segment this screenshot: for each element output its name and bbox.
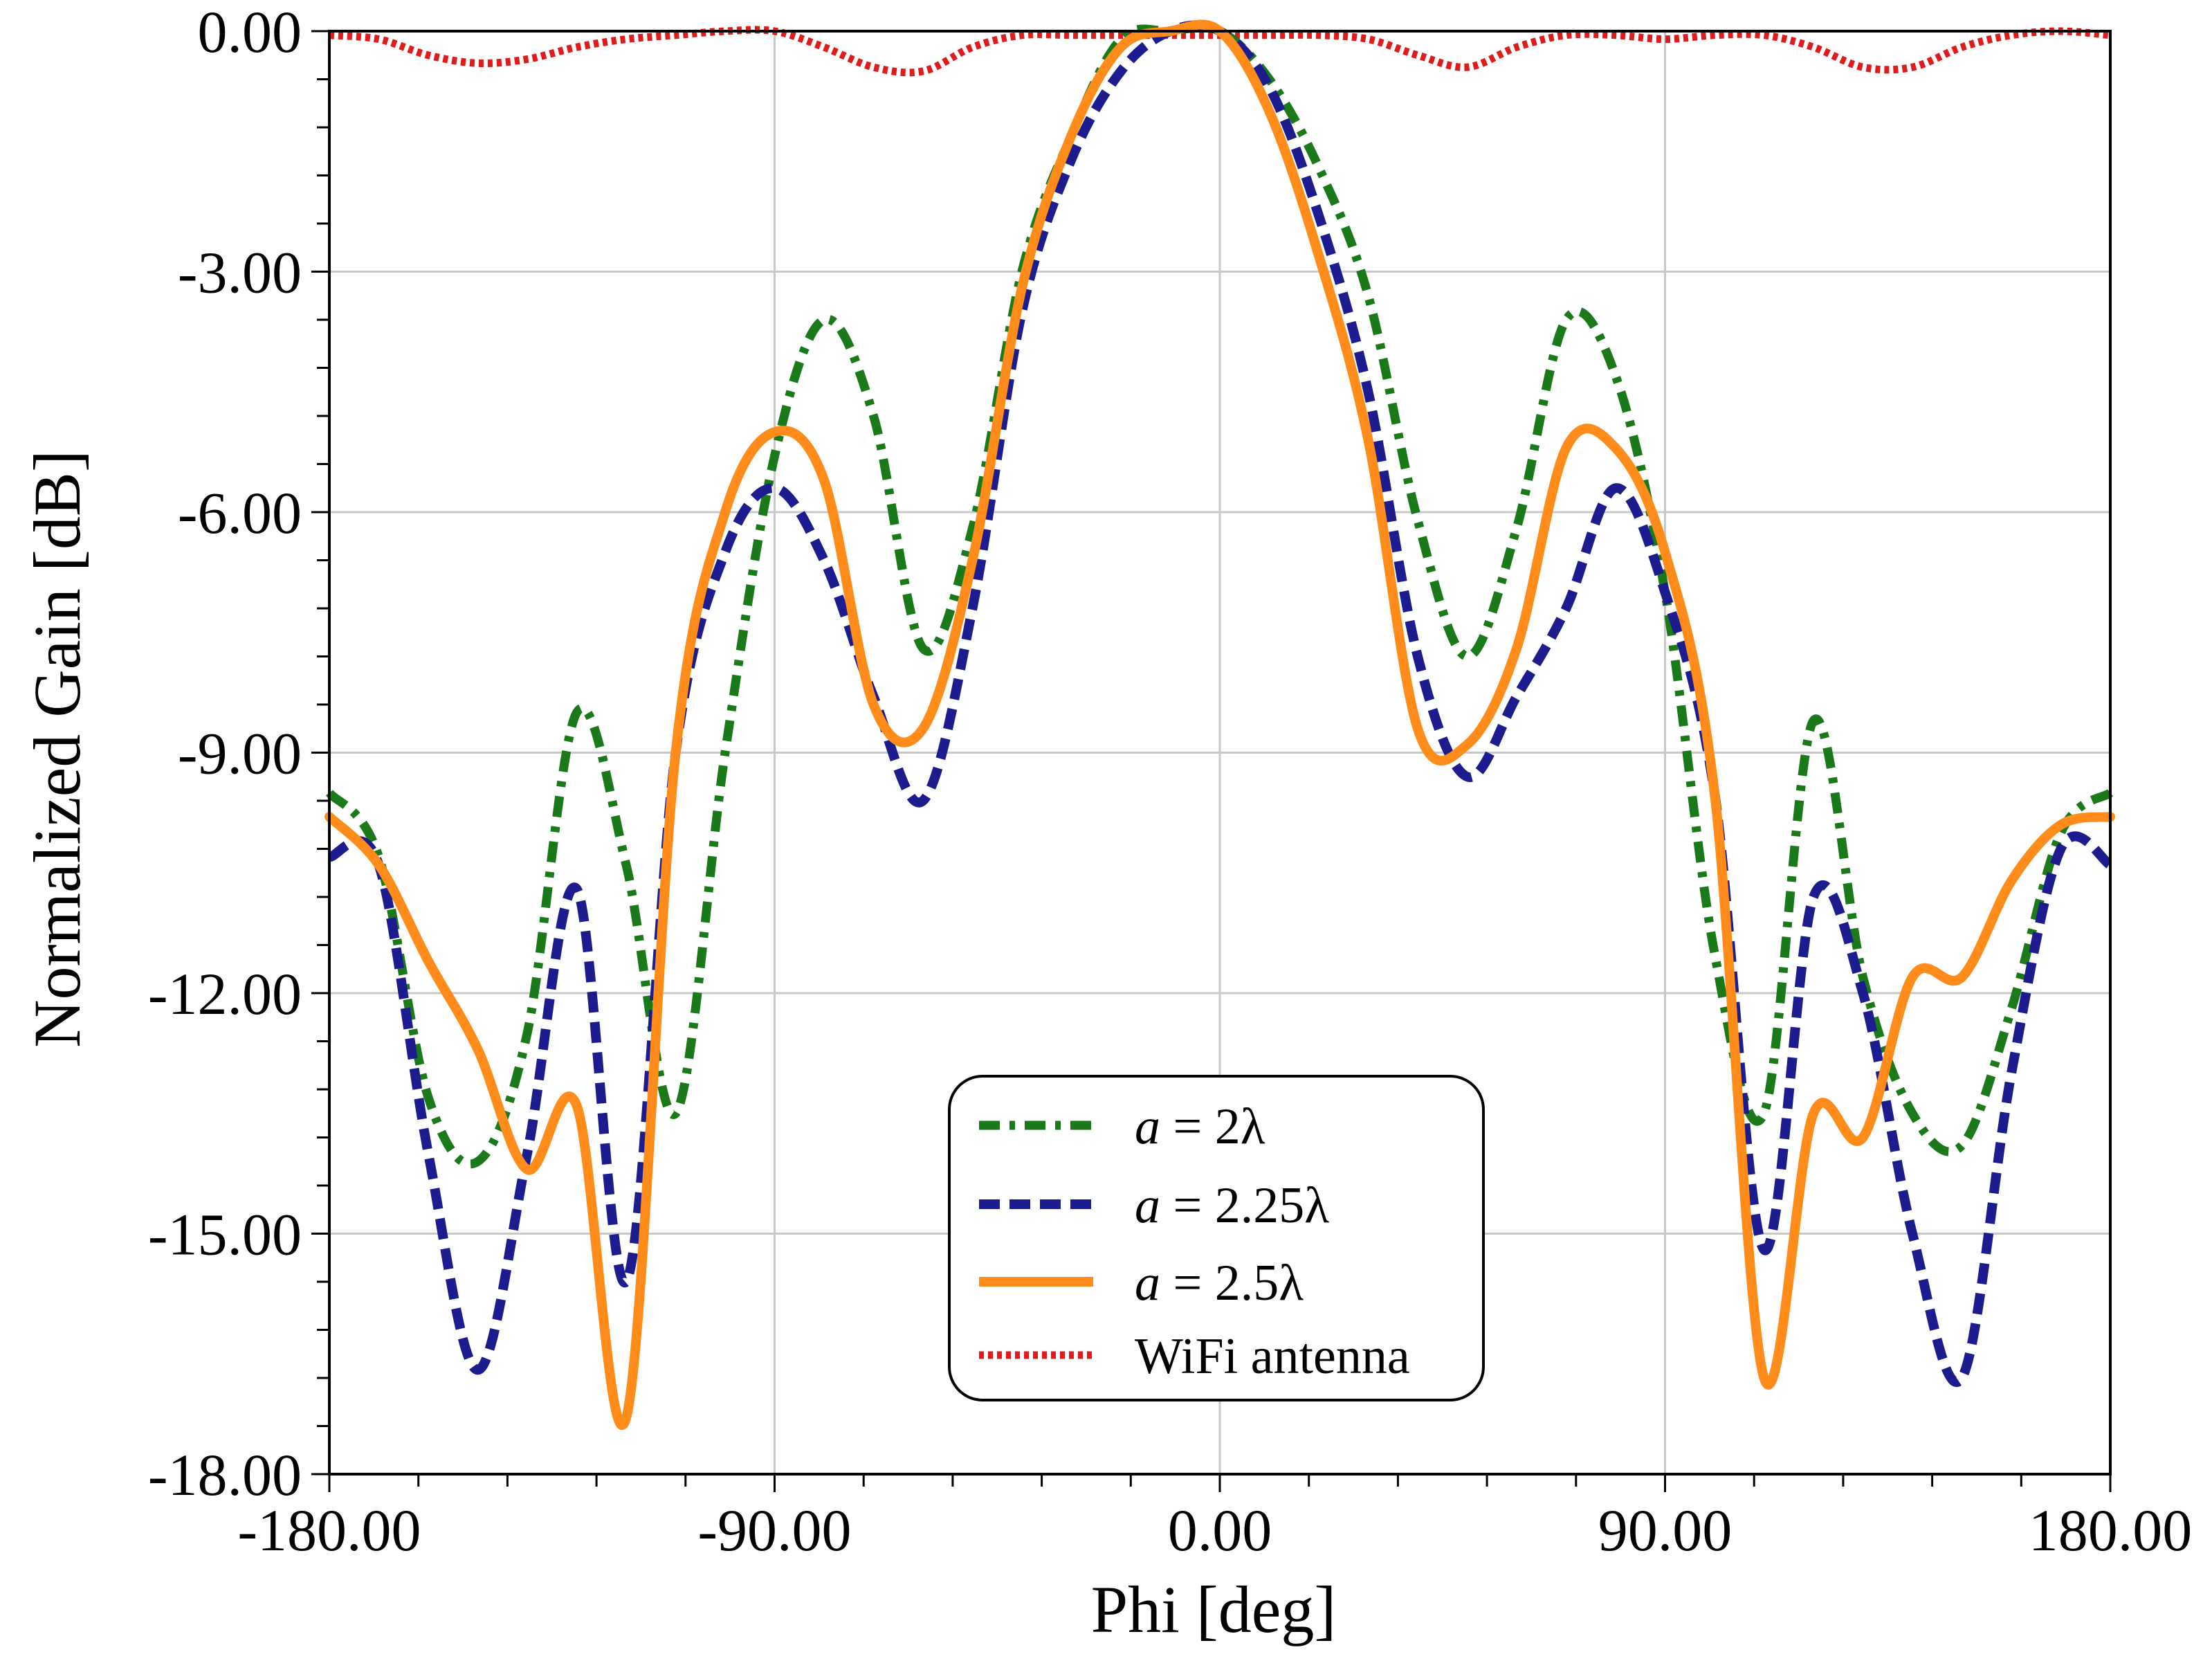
legend-label-0: a = 2λ [1135,1098,1265,1155]
x-tick-labels: -180.00 -90.00 0.00 90.00 180.00 [237,1497,2192,1563]
y-tick-label: -9.00 [178,720,302,787]
y-tick-labels: 0.00 -3.00 -6.00 -9.00 -12.00 -15.00 -18.00 [148,0,302,1508]
x-tick-label: 90.00 [1598,1497,1733,1563]
legend-box [948,1075,1485,1401]
y-tick-label: -18.00 [148,1442,302,1508]
y-tick-label: -3.00 [178,239,302,306]
y-axis-title: Normalized Gain [dB] [20,450,94,1048]
x-tick-label: -180.00 [237,1497,421,1563]
series-line-0 [325,22,2114,1169]
y-tick-label: -6.00 [178,480,302,546]
legend-label-3: WiFi antenna [1135,1328,1410,1385]
x-tick-label: 180.00 [2029,1497,2193,1563]
legend-label-1: a = 2.25λ [1135,1177,1329,1234]
y-tick-label: -12.00 [148,961,302,1027]
y-tick-label: -15.00 [148,1201,302,1268]
x-tick-label: -90.00 [697,1497,851,1563]
legend: a = 2λ a = 2.25λ a = 2.5λ WiFi antenna [948,1075,1485,1401]
x-tick-label: 0.00 [1168,1497,1272,1563]
legend-label-2: a = 2.5λ [1135,1255,1304,1311]
x-axis-title: Phi [deg] [1091,1572,1337,1646]
y-tick-label: 0.00 [198,0,302,65]
plot-frame [328,30,2112,1476]
minor-ticks [311,30,2112,1492]
